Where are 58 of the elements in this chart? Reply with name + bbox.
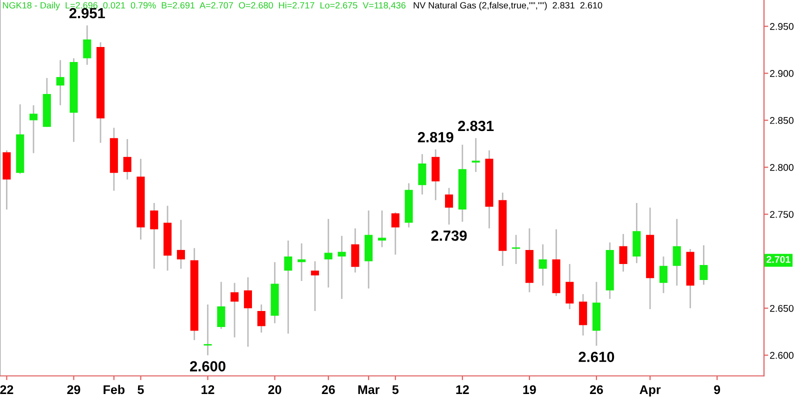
y-tick-label: 2.950 (770, 23, 794, 30)
candlestick (83, 24, 92, 66)
x-tick-label: 20 (268, 385, 282, 394)
y-tick-label: 2.750 (770, 210, 794, 218)
candlestick (579, 293, 588, 336)
candlestick (244, 276, 252, 348)
candlestick (351, 228, 360, 274)
x-tick-label: 12 (202, 385, 214, 394)
candlestick (444, 187, 454, 226)
x-tick-label: 12 (456, 385, 469, 394)
candlestick (257, 304, 266, 334)
candlestick (391, 212, 400, 256)
candlestick (176, 219, 185, 270)
chart-subtitle: NV Natural Gas (2,false,true,"","") 2.831 2.610 (414, 2, 602, 10)
x-tick-label: 19 (523, 385, 536, 394)
annotation: 2.600 (190, 361, 226, 372)
candlestick (659, 256, 668, 294)
candlestick (538, 244, 547, 286)
y-tick-label: 2.850 (770, 117, 794, 124)
candlestick (150, 202, 158, 270)
candlestick (284, 240, 292, 334)
candlestick (338, 235, 346, 300)
annotation: 2.831 (458, 120, 494, 132)
x-tick-label: 5 (138, 385, 144, 394)
y-tick-label: 2.900 (770, 70, 794, 77)
y-tick-label: 2.600 (770, 352, 794, 359)
x-tick-label: Mar (358, 385, 380, 394)
annotation: 2.701 (766, 256, 790, 263)
candlestick (310, 260, 320, 312)
annotation: 2.610 (578, 352, 614, 362)
candlestick (700, 244, 708, 286)
candlestick (324, 218, 332, 288)
x-tick-label: 9 (714, 385, 720, 394)
candlestick (203, 304, 212, 356)
y-tick-label: 2.650 (770, 304, 794, 312)
x-tick-label: 26 (590, 385, 603, 394)
candlestick (217, 281, 226, 330)
x-tick-label: Feb (104, 384, 125, 394)
candlestick (672, 218, 681, 286)
x-tick-label: Apr (640, 385, 661, 397)
annotation: 2.819 (418, 132, 454, 142)
candlestick (418, 153, 426, 196)
annotation: 2.951 (69, 8, 105, 18)
candlestick (230, 282, 239, 338)
x-tick-label: 26 (322, 385, 335, 394)
candlestick (123, 138, 132, 180)
annotation: 2.739 (431, 230, 467, 241)
candlestick (472, 137, 480, 173)
candlestick (56, 59, 64, 106)
candlestick (378, 210, 386, 248)
candlestick (511, 234, 521, 265)
x-tick-label: 5 (392, 385, 399, 394)
candlestick (566, 263, 574, 310)
candlestick (29, 104, 38, 154)
y-tick-label: 2.800 (770, 164, 794, 171)
candlestick (619, 233, 628, 272)
x-tick-label: 22 (0, 385, 14, 394)
x-tick-label: 29 (67, 385, 80, 394)
